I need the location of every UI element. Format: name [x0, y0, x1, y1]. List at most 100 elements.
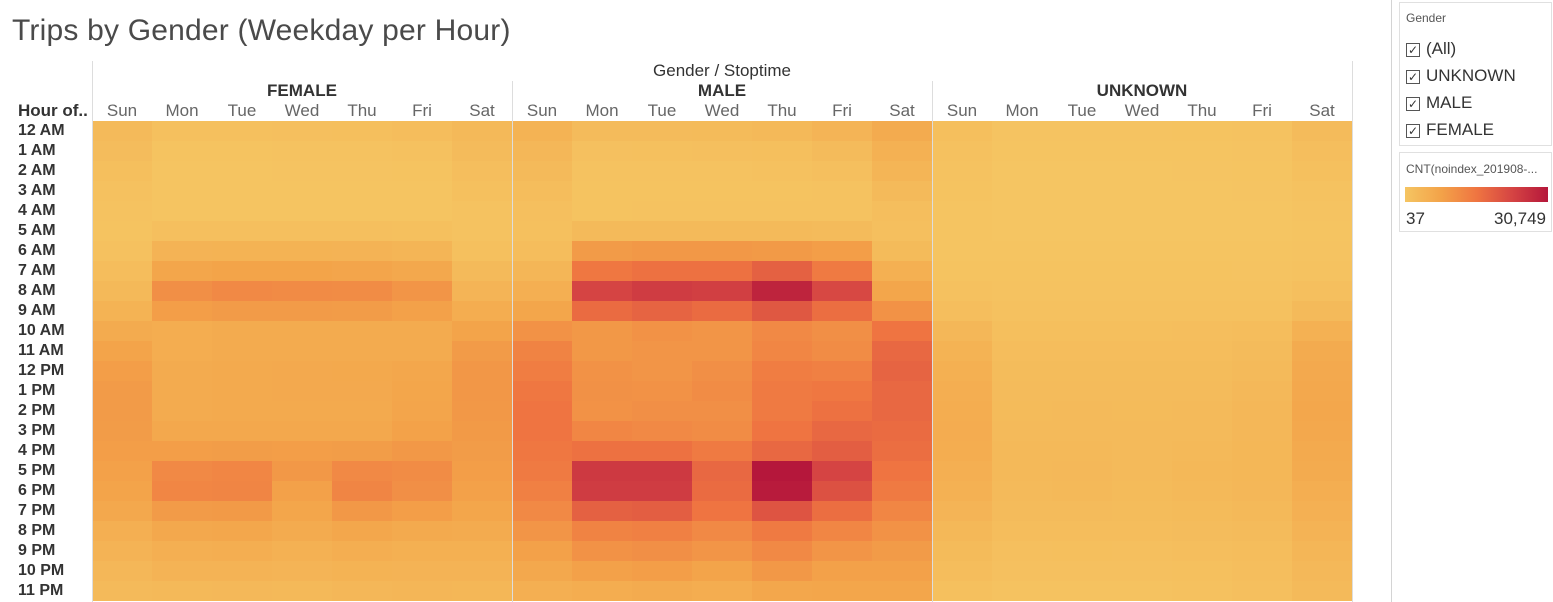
heat-cell-unknown-thu[interactable] — [1172, 161, 1232, 181]
heat-cell-unknown-mon[interactable] — [992, 301, 1052, 321]
heat-cell-female-wed[interactable] — [272, 381, 332, 401]
heat-cell-female-tue[interactable] — [212, 161, 272, 181]
heat-cell-female-thu[interactable] — [332, 161, 392, 181]
heat-cell-female-sat[interactable] — [452, 261, 512, 281]
heat-cell-female-wed[interactable] — [272, 181, 332, 201]
heat-cell-male-mon[interactable] — [572, 401, 632, 421]
heat-cell-female-mon[interactable] — [152, 561, 212, 581]
heat-cell-male-thu[interactable] — [752, 261, 812, 281]
heat-cell-female-mon[interactable] — [152, 481, 212, 501]
heat-cell-male-wed[interactable] — [692, 441, 752, 461]
heat-cell-unknown-thu[interactable] — [1172, 281, 1232, 301]
heat-cell-male-tue[interactable] — [632, 481, 692, 501]
heat-cell-unknown-mon[interactable] — [992, 201, 1052, 221]
heat-cell-unknown-thu[interactable] — [1172, 301, 1232, 321]
heat-cell-male-fri[interactable] — [812, 361, 872, 381]
heat-cell-male-sun[interactable] — [512, 121, 572, 141]
heat-cell-male-mon[interactable] — [572, 121, 632, 141]
heat-cell-unknown-thu[interactable] — [1172, 221, 1232, 241]
heat-cell-unknown-fri[interactable] — [1232, 561, 1292, 581]
heat-cell-female-sun[interactable] — [92, 161, 152, 181]
heat-cell-male-thu[interactable] — [752, 461, 812, 481]
heat-cell-female-sun[interactable] — [92, 561, 152, 581]
heat-cell-unknown-sat[interactable] — [1292, 201, 1352, 221]
heat-cell-female-wed[interactable] — [272, 341, 332, 361]
heat-cell-unknown-tue[interactable] — [1052, 341, 1112, 361]
heat-cell-female-wed[interactable] — [272, 121, 332, 141]
heat-cell-female-tue[interactable] — [212, 281, 272, 301]
heat-cell-female-sun[interactable] — [92, 121, 152, 141]
heat-cell-male-wed[interactable] — [692, 241, 752, 261]
heat-cell-female-mon[interactable] — [152, 581, 212, 601]
heat-cell-unknown-mon[interactable] — [992, 161, 1052, 181]
heat-cell-female-tue[interactable] — [212, 421, 272, 441]
heat-cell-male-sat[interactable] — [872, 241, 932, 261]
heat-cell-male-thu[interactable] — [752, 181, 812, 201]
heat-cell-unknown-fri[interactable] — [1232, 281, 1292, 301]
heat-cell-male-sun[interactable] — [512, 421, 572, 441]
heat-cell-female-sat[interactable] — [452, 441, 512, 461]
heat-cell-female-tue[interactable] — [212, 361, 272, 381]
heat-cell-unknown-sat[interactable] — [1292, 161, 1352, 181]
heat-cell-female-fri[interactable] — [392, 481, 452, 501]
heat-cell-female-sun[interactable] — [92, 241, 152, 261]
heat-cell-female-wed[interactable] — [272, 161, 332, 181]
heat-cell-female-thu[interactable] — [332, 321, 392, 341]
heat-cell-male-fri[interactable] — [812, 301, 872, 321]
heat-cell-unknown-wed[interactable] — [1112, 541, 1172, 561]
heat-cell-male-wed[interactable] — [692, 501, 752, 521]
heat-cell-female-tue[interactable] — [212, 341, 272, 361]
heat-cell-unknown-fri[interactable] — [1232, 301, 1292, 321]
heat-cell-female-thu[interactable] — [332, 281, 392, 301]
heat-cell-female-tue[interactable] — [212, 521, 272, 541]
heat-cell-male-sat[interactable] — [872, 581, 932, 601]
heat-cell-female-sat[interactable] — [452, 181, 512, 201]
heat-cell-unknown-sun[interactable] — [932, 161, 992, 181]
heat-cell-female-fri[interactable] — [392, 181, 452, 201]
heat-cell-unknown-sat[interactable] — [1292, 481, 1352, 501]
heat-cell-female-wed[interactable] — [272, 581, 332, 601]
heat-cell-male-wed[interactable] — [692, 141, 752, 161]
heat-cell-male-tue[interactable] — [632, 281, 692, 301]
heat-cell-female-fri[interactable] — [392, 201, 452, 221]
heat-cell-male-sun[interactable] — [512, 221, 572, 241]
heat-cell-male-thu[interactable] — [752, 321, 812, 341]
heat-cell-male-sun[interactable] — [512, 461, 572, 481]
heat-cell-male-wed[interactable] — [692, 381, 752, 401]
heat-cell-unknown-fri[interactable] — [1232, 441, 1292, 461]
heat-cell-unknown-tue[interactable] — [1052, 461, 1112, 481]
heat-cell-male-sat[interactable] — [872, 261, 932, 281]
heat-cell-unknown-fri[interactable] — [1232, 261, 1292, 281]
heat-cell-male-sun[interactable] — [512, 201, 572, 221]
heat-cell-male-mon[interactable] — [572, 301, 632, 321]
heat-cell-female-tue[interactable] — [212, 501, 272, 521]
heat-cell-unknown-tue[interactable] — [1052, 301, 1112, 321]
heat-cell-male-thu[interactable] — [752, 441, 812, 461]
heat-cell-unknown-wed[interactable] — [1112, 501, 1172, 521]
heat-cell-unknown-tue[interactable] — [1052, 241, 1112, 261]
heat-cell-female-tue[interactable] — [212, 261, 272, 281]
heat-cell-female-mon[interactable] — [152, 301, 212, 321]
heat-cell-male-mon[interactable] — [572, 461, 632, 481]
heat-cell-male-sat[interactable] — [872, 141, 932, 161]
heat-cell-male-tue[interactable] — [632, 141, 692, 161]
heat-cell-male-sun[interactable] — [512, 521, 572, 541]
heat-cell-unknown-tue[interactable] — [1052, 201, 1112, 221]
heat-cell-unknown-mon[interactable] — [992, 321, 1052, 341]
heat-cell-female-sun[interactable] — [92, 321, 152, 341]
heat-cell-male-sat[interactable] — [872, 541, 932, 561]
heat-cell-female-mon[interactable] — [152, 201, 212, 221]
heat-cell-unknown-sun[interactable] — [932, 421, 992, 441]
heat-cell-unknown-fri[interactable] — [1232, 141, 1292, 161]
heat-cell-female-tue[interactable] — [212, 221, 272, 241]
heat-cell-male-sat[interactable] — [872, 441, 932, 461]
heat-cell-unknown-tue[interactable] — [1052, 481, 1112, 501]
heat-cell-unknown-sun[interactable] — [932, 241, 992, 261]
heat-cell-female-fri[interactable] — [392, 381, 452, 401]
heat-cell-unknown-thu[interactable] — [1172, 501, 1232, 521]
heat-cell-unknown-mon[interactable] — [992, 461, 1052, 481]
heat-cell-unknown-sat[interactable] — [1292, 121, 1352, 141]
heat-cell-unknown-sat[interactable] — [1292, 221, 1352, 241]
heat-cell-female-sun[interactable] — [92, 421, 152, 441]
heat-cell-unknown-mon[interactable] — [992, 541, 1052, 561]
